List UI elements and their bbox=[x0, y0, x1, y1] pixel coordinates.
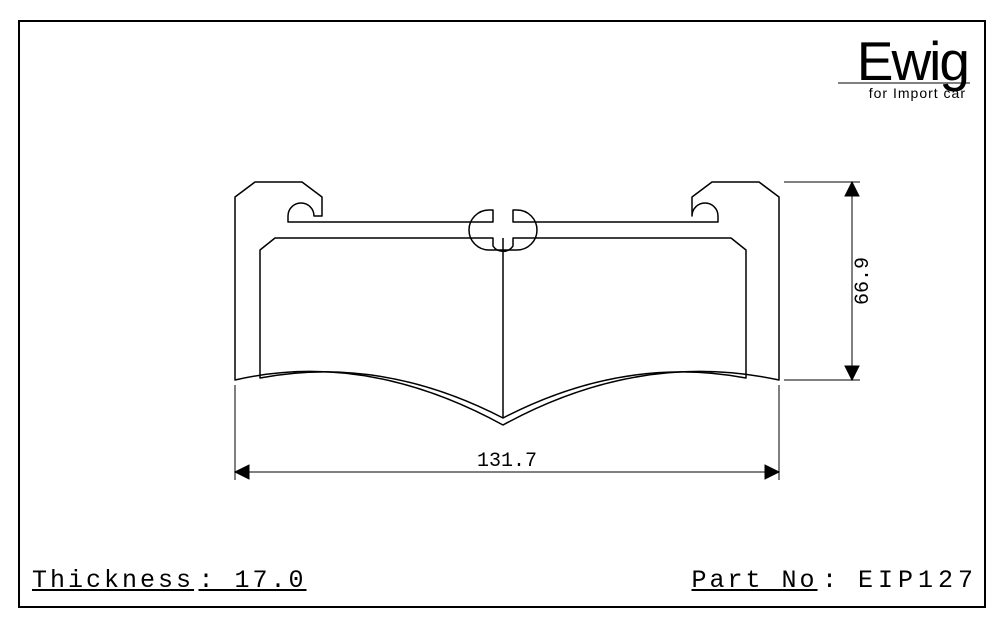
technical-drawing-frame: Ewig for Import car 131.7 66.9 Thickness… bbox=[0, 0, 1000, 621]
logo-tagline-text: for Import car bbox=[869, 85, 966, 101]
thickness-colon: : bbox=[198, 566, 234, 595]
thickness-label: Thickness bbox=[32, 566, 194, 595]
brake-pad-drawing bbox=[235, 182, 779, 425]
drawing-svg: Ewig for Import car 131.7 66.9 bbox=[0, 0, 1000, 621]
partno-value: EIP127 bbox=[858, 566, 978, 595]
thickness-block: Thickness : 17.0 bbox=[32, 566, 307, 595]
partno-colon: : bbox=[822, 566, 858, 595]
partno-label: Part No bbox=[691, 566, 817, 595]
dimension-height-value: 66.9 bbox=[852, 257, 875, 305]
dimension-height bbox=[784, 182, 860, 380]
partno-block: Part No : EIP127 bbox=[691, 566, 978, 595]
dimension-width-value: 131.7 bbox=[477, 450, 537, 473]
brand-logo: Ewig for Import car bbox=[838, 30, 970, 101]
thickness-value: 17.0 bbox=[235, 566, 307, 595]
